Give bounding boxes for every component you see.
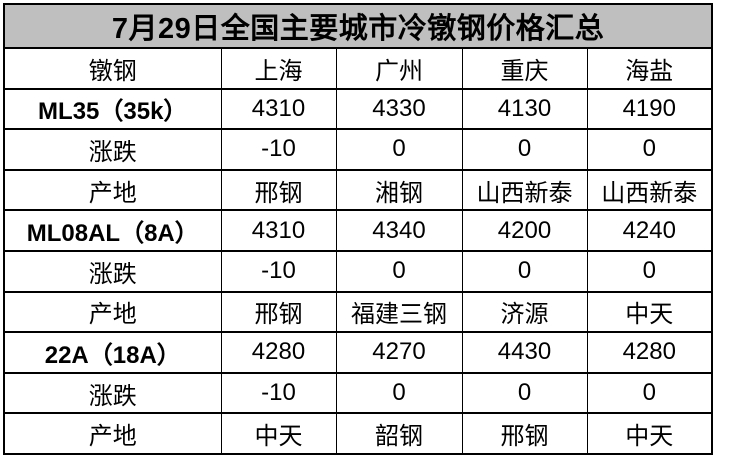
change-cell: 0: [461, 249, 588, 293]
price-cell: 4310: [220, 209, 337, 252]
change-cell: 0: [461, 128, 588, 171]
change-cell: 0: [586, 128, 713, 171]
table-row-origin-ml35: 产地 邢钢 湘钢 山西新泰 山西新泰: [3, 168, 713, 212]
price-cell: 4280: [220, 331, 337, 374]
table-row-change-ml08al: 涨跌 -10 0 0 0: [3, 249, 713, 293]
origin-cell: 山西新泰: [586, 168, 713, 212]
origin-cell: 湘钢: [335, 168, 463, 212]
change-cell: 0: [586, 249, 713, 293]
origin-cell: 邢钢: [461, 412, 588, 455]
price-cell: 4430: [461, 331, 588, 374]
price-cell: 4330: [335, 87, 463, 131]
price-cell: 4190: [586, 87, 713, 131]
origin-cell: 中天: [586, 290, 713, 334]
product-name-cell: 22A（18A）: [3, 331, 222, 374]
price-cell: 4280: [586, 331, 713, 374]
title-row: 7月29日全国主要城市冷镦钢价格汇总: [2, 3, 714, 49]
row-label-change: 涨跌: [3, 371, 222, 415]
change-cell: 0: [335, 371, 463, 415]
origin-cell: 中天: [586, 412, 713, 455]
price-cell: 4130: [461, 87, 588, 131]
table-row-change-22a: 涨跌 -10 0 0 0: [3, 371, 713, 415]
price-table: 7月29日全国主要城市冷镦钢价格汇总 镦钢 上海 广州 重庆 海盐 ML35（3…: [2, 3, 714, 455]
row-label-change: 涨跌: [3, 249, 222, 293]
origin-cell: 韶钢: [335, 412, 463, 455]
change-cell: 0: [335, 249, 463, 293]
table-row-product-ml08al: ML08AL（8A） 4310 4340 4200 4240: [3, 209, 713, 252]
change-cell: -10: [220, 249, 337, 293]
origin-cell: 山西新泰: [461, 168, 588, 212]
price-cell: 4270: [335, 331, 463, 374]
column-header-guangzhou: 广州: [335, 47, 463, 90]
table-row-change-ml35: 涨跌 -10 0 0 0: [3, 128, 713, 171]
column-header-haiyan: 海盐: [586, 47, 713, 90]
table-row-product-ml35: ML35（35k） 4310 4330 4130 4190: [3, 87, 713, 131]
origin-cell: 中天: [220, 412, 337, 455]
product-name-cell: ML08AL（8A）: [3, 209, 222, 252]
table-title: 7月29日全国主要城市冷镦钢价格汇总: [2, 3, 714, 49]
price-cell: 4340: [335, 209, 463, 252]
column-header-product: 镦钢: [3, 47, 222, 90]
origin-cell: 邢钢: [220, 168, 337, 212]
change-cell: -10: [220, 371, 337, 415]
table-row-product-22a: 22A（18A） 4280 4270 4430 4280: [3, 331, 713, 374]
header-row: 镦钢 上海 广州 重庆 海盐: [3, 47, 713, 90]
change-cell: 0: [586, 371, 713, 415]
price-cell: 4310: [220, 87, 337, 131]
change-cell: 0: [335, 128, 463, 171]
product-name-cell: ML35（35k）: [3, 87, 222, 131]
row-label-origin: 产地: [3, 290, 222, 334]
origin-cell: 济源: [461, 290, 588, 334]
table-row-origin-22a: 产地 中天 韶钢 邢钢 中天: [3, 412, 713, 455]
origin-cell: 福建三钢: [335, 290, 463, 334]
price-cell: 4240: [586, 209, 713, 252]
origin-cell: 邢钢: [220, 290, 337, 334]
change-cell: -10: [220, 128, 337, 171]
column-header-chongqing: 重庆: [461, 47, 588, 90]
column-header-shanghai: 上海: [220, 47, 337, 90]
price-cell: 4200: [461, 209, 588, 252]
row-label-origin: 产地: [3, 168, 222, 212]
row-label-origin: 产地: [3, 412, 222, 455]
change-cell: 0: [461, 371, 588, 415]
row-label-change: 涨跌: [3, 128, 222, 171]
table-row-origin-ml08al: 产地 邢钢 福建三钢 济源 中天: [3, 290, 713, 334]
